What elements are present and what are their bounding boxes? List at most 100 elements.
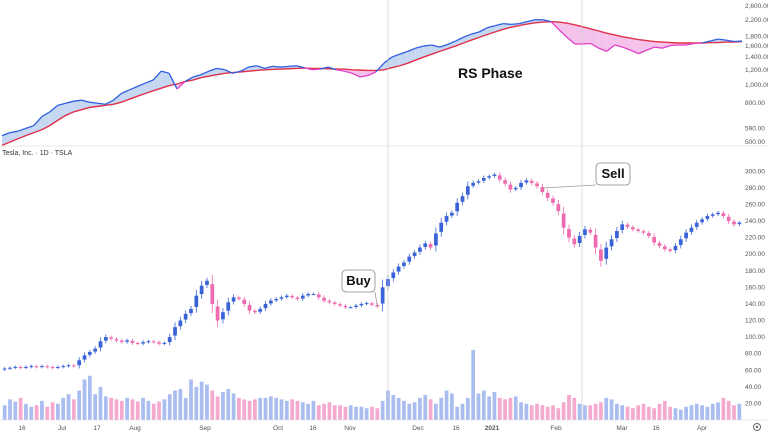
rs-line-segment	[152, 70, 162, 81]
volume-bar	[8, 399, 12, 420]
candle-body	[135, 343, 140, 345]
volume-bar	[380, 400, 385, 420]
volume-bar	[354, 406, 358, 420]
candle-body	[465, 186, 470, 195]
rs-line-segment	[423, 44, 432, 47]
candle-body	[322, 297, 326, 301]
rs-line-segment	[105, 99, 114, 105]
rs-line-segment	[176, 81, 186, 90]
candle-body	[237, 297, 241, 299]
candle-body	[428, 244, 433, 248]
candle-body	[34, 366, 39, 368]
candle-body	[673, 245, 678, 251]
rs-line-segment	[654, 46, 663, 49]
price-y-tick-label: 20.00	[745, 400, 762, 407]
candle-body	[684, 232, 688, 239]
rs-line-segment	[487, 24, 496, 29]
rs-fill-segment	[654, 41, 663, 49]
rs-phase-panel: 2,600.00 2,200.00 1,800.00 1,600.00 1,400.00…	[1, 3, 768, 147]
rs-line-segment	[558, 29, 568, 38]
candle-body	[284, 295, 289, 298]
rs-line-segment	[144, 79, 154, 84]
candle-body	[178, 320, 183, 327]
volume-bar	[146, 400, 151, 420]
volume-bar	[646, 406, 651, 420]
candle-body	[423, 243, 428, 247]
rs-line-segment	[328, 66, 337, 71]
rs-line-segment	[184, 76, 194, 83]
rs-line-segment	[33, 116, 43, 127]
rs-line-segment	[343, 70, 353, 74]
rs-fill-segment	[598, 31, 607, 52]
rs-line-segment	[702, 40, 711, 44]
candle-body	[700, 219, 704, 223]
candle-body	[471, 182, 476, 186]
candle-body	[279, 297, 284, 299]
volume-bar	[119, 400, 124, 420]
candle-body	[545, 192, 550, 198]
rs-line-segment	[288, 65, 297, 68]
x-tick-label: Mar	[616, 425, 628, 432]
candle-body	[258, 308, 263, 312]
price-y-tick-label: 40.00	[745, 384, 762, 391]
volume-bar	[66, 394, 71, 420]
x-tick-label: 16	[309, 425, 317, 432]
volume-bar	[125, 397, 129, 420]
volume-bar	[588, 405, 593, 420]
candle-body	[492, 174, 497, 177]
annotations: Buy Sell	[341, 162, 631, 307]
volume-bar	[300, 402, 305, 420]
candle-body	[2, 368, 7, 370]
volume-bar	[524, 403, 529, 420]
volume-bar	[338, 405, 342, 420]
volume-bar	[471, 350, 476, 420]
candle-body	[551, 198, 555, 203]
price-y-tick-label: 160.00	[745, 284, 765, 291]
rs-line-segment	[542, 19, 552, 23]
volume-bar	[449, 393, 454, 420]
volume-bar	[24, 403, 28, 420]
candle-body	[460, 196, 465, 202]
candle-body	[487, 176, 491, 178]
rs-line-segment	[606, 44, 616, 52]
candle-body	[732, 221, 736, 225]
rs-fill-segment	[662, 42, 671, 49]
candle-body	[199, 285, 204, 295]
volume-bar	[492, 392, 497, 420]
volume-bar	[189, 379, 193, 420]
x-tick-label: Nov	[344, 425, 356, 432]
volume-bar	[444, 390, 449, 420]
price-y-tick-label: 280.00	[745, 185, 765, 192]
rs-line-segment	[598, 47, 607, 52]
volume-bar	[705, 406, 710, 420]
rs-line-segment	[280, 65, 289, 68]
rs-line-segment	[503, 22, 512, 26]
candle-body	[327, 300, 332, 303]
volume-bar	[263, 397, 268, 420]
candle-body	[593, 234, 598, 248]
volume-bar	[237, 397, 241, 420]
candle-body	[737, 222, 742, 225]
volume-bar	[508, 397, 513, 420]
rs-line-segment	[256, 65, 265, 70]
candle-body	[268, 300, 273, 304]
candle-body	[631, 227, 635, 230]
volume-bar	[657, 403, 662, 420]
rs-line-segment	[264, 65, 273, 70]
volume-bar	[535, 403, 539, 420]
volume-bar	[87, 375, 92, 420]
rs-y-tick-label: 2,600.00	[745, 3, 768, 10]
rs-line-segment	[495, 22, 504, 27]
candle-body	[141, 342, 145, 344]
volume-bar	[434, 403, 438, 420]
settings-icon[interactable]	[753, 423, 761, 431]
candle-body	[162, 342, 167, 344]
candle-body	[561, 213, 566, 228]
x-tick-label: 16	[18, 425, 26, 432]
x-tick-label: Dec	[412, 425, 424, 432]
candle-body	[82, 355, 87, 360]
candle-body	[434, 233, 438, 246]
candle-body	[370, 303, 374, 305]
rs-line-segment	[272, 65, 281, 68]
rs-line-segment	[590, 42, 600, 49]
